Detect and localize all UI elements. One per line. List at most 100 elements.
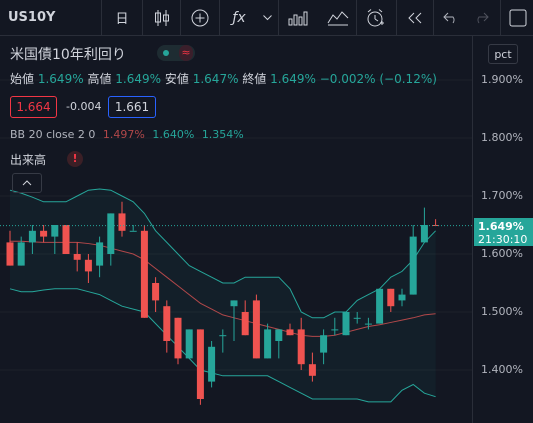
add-compare-icon[interactable]: [190, 0, 210, 35]
candle[interactable]: [409, 225, 417, 295]
market-open-dot-icon: [163, 50, 169, 56]
toolbar-divider: [356, 0, 357, 35]
candle-body: [252, 300, 260, 359]
candle[interactable]: [376, 288, 384, 324]
redo-icon[interactable]: [472, 0, 490, 35]
price-chart[interactable]: [0, 36, 533, 423]
bb-lower-value: 1.354%: [201, 128, 244, 141]
candle-body: [331, 329, 339, 331]
candle[interactable]: [297, 317, 305, 370]
candle-body: [62, 225, 70, 254]
candle-body: [264, 329, 272, 359]
candle[interactable]: [342, 312, 350, 336]
interval-button[interactable]: 日: [115, 12, 129, 27]
candle[interactable]: [174, 317, 182, 365]
change-value: −0.002% (−0.12%): [319, 72, 437, 86]
candle[interactable]: [185, 329, 193, 359]
candle-body: [208, 346, 216, 382]
candle[interactable]: [73, 242, 81, 272]
candle-body: [152, 283, 160, 301]
delayed-data-icon: ≈: [179, 45, 193, 61]
high-label: 高値: [87, 72, 112, 86]
candle[interactable]: [208, 341, 216, 388]
candle[interactable]: [331, 317, 339, 336]
candle-body: [230, 300, 238, 307]
candle-body: [308, 364, 316, 376]
candle[interactable]: [107, 213, 115, 266]
candle[interactable]: [152, 277, 160, 312]
candle[interactable]: [163, 300, 171, 353]
spread-value: -0.004: [66, 100, 102, 113]
toolbar-divider: [142, 0, 143, 35]
candle[interactable]: [275, 329, 283, 359]
candle[interactable]: [353, 312, 361, 324]
alert-icon[interactable]: [364, 0, 386, 35]
bb-basis-value: 1.497%: [102, 128, 145, 141]
indicators-icon[interactable]: ƒx: [232, 9, 246, 26]
toolbar-divider: [500, 0, 501, 35]
symbol-search-button[interactable]: US10Y: [8, 10, 56, 25]
candle[interactable]: [420, 207, 428, 243]
candle[interactable]: [286, 323, 294, 336]
toolbar-divider: [433, 0, 434, 35]
warning-icon[interactable]: !: [67, 151, 83, 167]
price-tick-label: 1.600%: [481, 247, 523, 260]
candle[interactable]: [398, 288, 406, 307]
percent-scale-button[interactable]: pct: [488, 44, 518, 64]
fullscreen-icon[interactable]: [508, 0, 528, 35]
candle[interactable]: [364, 317, 372, 330]
chevron-down-icon[interactable]: [262, 0, 272, 35]
templates-icon[interactable]: [287, 0, 309, 35]
candle[interactable]: [118, 201, 126, 237]
candle[interactable]: [387, 288, 395, 312]
bollinger-legend[interactable]: BB 20 close 2 0 1.497% 1.640% 1.354%: [10, 128, 244, 141]
candle[interactable]: [196, 329, 204, 405]
chart-type-icon[interactable]: [326, 0, 350, 35]
high-value: 1.649%: [115, 72, 162, 86]
candle[interactable]: [308, 352, 316, 382]
candle-body: [286, 329, 294, 336]
candle[interactable]: [84, 254, 92, 283]
undo-icon[interactable]: [442, 0, 460, 35]
bb-upper-value: 1.640%: [152, 128, 195, 141]
candle[interactable]: [140, 225, 148, 318]
candle[interactable]: [264, 323, 272, 359]
sell-button[interactable]: 1.664: [10, 96, 57, 118]
candle-body: [376, 288, 384, 324]
volume-legend[interactable]: 出来高: [10, 153, 47, 167]
candles-icon[interactable]: [151, 0, 173, 35]
candle-body: [219, 335, 227, 337]
candle[interactable]: [241, 300, 249, 336]
candle-body: [129, 230, 137, 232]
market-status-toggle[interactable]: ≈: [157, 45, 195, 61]
chevron-up-icon: [22, 180, 32, 186]
price-tick-label: 1.500%: [481, 305, 523, 318]
candle[interactable]: [28, 225, 36, 254]
candle[interactable]: [219, 329, 227, 353]
instrument-title[interactable]: 米国債10年利回り: [10, 47, 126, 63]
candle-body: [185, 329, 193, 359]
candle-body: [163, 306, 171, 341]
candle[interactable]: [320, 329, 328, 365]
candle[interactable]: [62, 225, 70, 254]
candle[interactable]: [51, 225, 59, 254]
candle[interactable]: [17, 236, 25, 266]
candle-body: [84, 259, 92, 272]
candle[interactable]: [6, 230, 14, 266]
candle[interactable]: [129, 225, 137, 232]
candle-body: [107, 213, 115, 254]
candle-body: [297, 329, 305, 365]
candle[interactable]: [432, 219, 440, 226]
candle[interactable]: [96, 236, 104, 278]
replay-icon[interactable]: [405, 0, 425, 35]
price-axis[interactable]: 1.900% 1.800% 1.700% 1.600% 1.500% 1.400%: [472, 36, 533, 423]
close-label: 終値: [242, 72, 267, 86]
candle-body: [6, 242, 14, 266]
collapse-legend-button[interactable]: [12, 173, 42, 193]
candle[interactable]: [40, 225, 48, 243]
buy-button[interactable]: 1.661: [108, 96, 156, 118]
low-value: 1.647%: [192, 72, 239, 86]
candle[interactable]: [230, 300, 238, 341]
candle[interactable]: [252, 294, 260, 359]
bb-lower-line: [9, 288, 436, 403]
